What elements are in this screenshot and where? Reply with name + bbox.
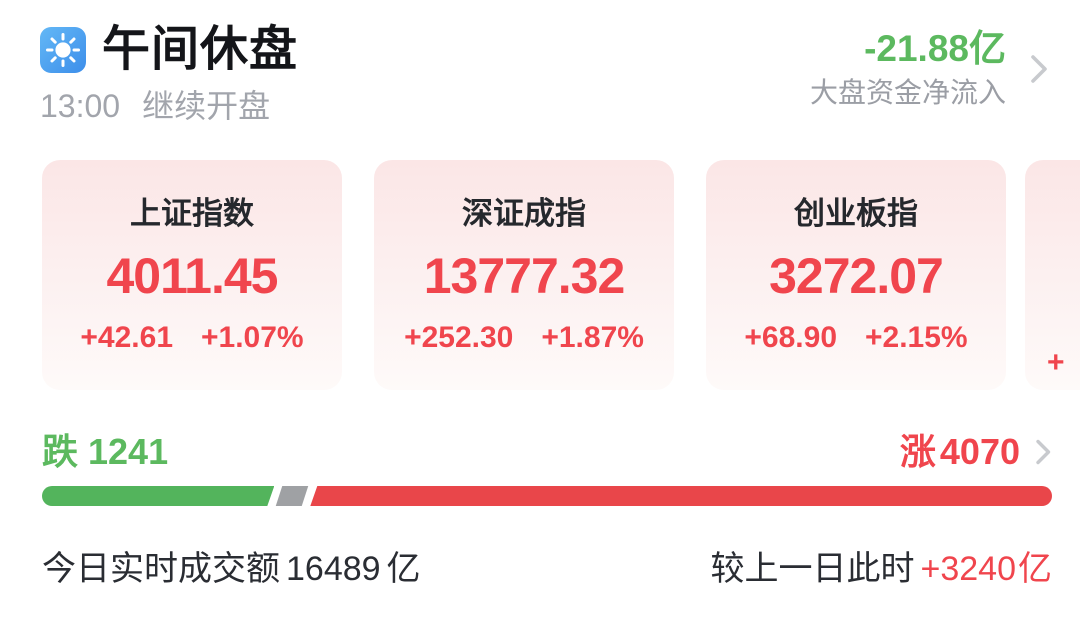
- session-subtitle: 13:00 继续开盘: [40, 90, 298, 122]
- turnover-compare-value: +3240: [920, 550, 1017, 588]
- turnover-compare-unit: 亿: [1018, 550, 1052, 588]
- turnover-today-label: 今日实时成交额: [42, 550, 280, 588]
- market-breadth-bar: [42, 486, 1052, 506]
- index-card-shanghai[interactable]: 上证指数 4011.45 +42.61 +1.07%: [42, 160, 342, 390]
- net-inflow-widget[interactable]: -21.88亿 大盘资金净流入: [810, 30, 1050, 107]
- decliners-word: 跌: [42, 431, 79, 472]
- decliners-label: 跌 1241: [42, 434, 168, 470]
- chevron-right-icon: [1031, 54, 1047, 83]
- index-card-chinext[interactable]: 创业板指 3272.07 +68.90 +2.15%: [706, 160, 1006, 390]
- breadth-labels: 跌 1241 涨 4070: [42, 434, 1052, 470]
- index-value: 3272.07: [769, 248, 944, 304]
- session-time: 13:00: [40, 88, 121, 124]
- index-change-row: +68.90 +2.15%: [744, 323, 967, 353]
- advancers-word: 涨: [899, 431, 936, 472]
- index-change-pct: +2.15%: [865, 321, 968, 354]
- title-row: 午间休盘: [40, 26, 298, 74]
- session-status: 继续开盘: [142, 88, 271, 124]
- index-change: +42.61: [80, 321, 173, 354]
- breadth-bar-flat: [276, 486, 309, 506]
- breadth-bar-down: [42, 486, 274, 506]
- advancers-link[interactable]: 涨 4070: [900, 434, 1052, 470]
- partial-next-card[interactable]: +: [1025, 160, 1080, 390]
- net-inflow-label: 大盘资金净流入: [809, 77, 1006, 108]
- breadth-bar-up: [310, 486, 1052, 506]
- chevron-right-icon: [1036, 439, 1051, 465]
- advancers-label: 涨 4070: [900, 434, 1020, 470]
- index-change-row: +42.61 +1.07%: [80, 323, 303, 353]
- turnover-today: 今日实时成交额 16489 亿: [42, 552, 421, 586]
- index-change: +252.30: [404, 321, 514, 354]
- index-change-row: +252.30 +1.87%: [404, 323, 644, 353]
- index-value: 4011.45: [106, 248, 279, 304]
- index-name: 深证成指: [462, 196, 586, 231]
- index-change: +68.90: [744, 321, 837, 354]
- index-card-shenzhen[interactable]: 深证成指 13777.32 +252.30 +1.87%: [374, 160, 674, 390]
- partial-card-peek-text: +: [1047, 346, 1065, 379]
- turnover-compare: 较上一日此时 +3240亿: [711, 552, 1053, 586]
- net-inflow-text: -21.88亿 大盘资金净流入: [810, 30, 1006, 107]
- index-cards-row[interactable]: 上证指数 4011.45 +42.61 +1.07% 深证成指 13777.32…: [0, 160, 1080, 390]
- market-breadth-section: 跌 1241 涨 4070: [0, 434, 1080, 506]
- turnover-compare-label: 较上一日此时: [710, 550, 915, 588]
- index-value: 13777.32: [423, 248, 626, 304]
- turnover-today-value: 16489: [286, 550, 381, 588]
- turnover-footer: 今日实时成交额 16489 亿 较上一日此时 +3240亿: [0, 552, 1080, 586]
- index-name: 上证指数: [130, 196, 254, 231]
- sun-icon: [40, 27, 86, 73]
- header-left: 午间休盘 13:00 继续开盘: [40, 26, 298, 122]
- index-change-pct: +1.07%: [201, 321, 304, 354]
- decliners-count: 1241: [88, 431, 169, 472]
- turnover-today-unit: 亿: [386, 550, 421, 588]
- advancers-count: 4070: [939, 431, 1020, 472]
- index-change-pct: +1.87%: [541, 321, 644, 354]
- index-name: 创业板指: [794, 196, 918, 231]
- header: 午间休盘 13:00 继续开盘 -21.88亿 大盘资金净流入: [0, 0, 1080, 122]
- page-title: 午间休盘: [102, 23, 299, 76]
- net-inflow-value: -21.88亿: [864, 28, 1006, 69]
